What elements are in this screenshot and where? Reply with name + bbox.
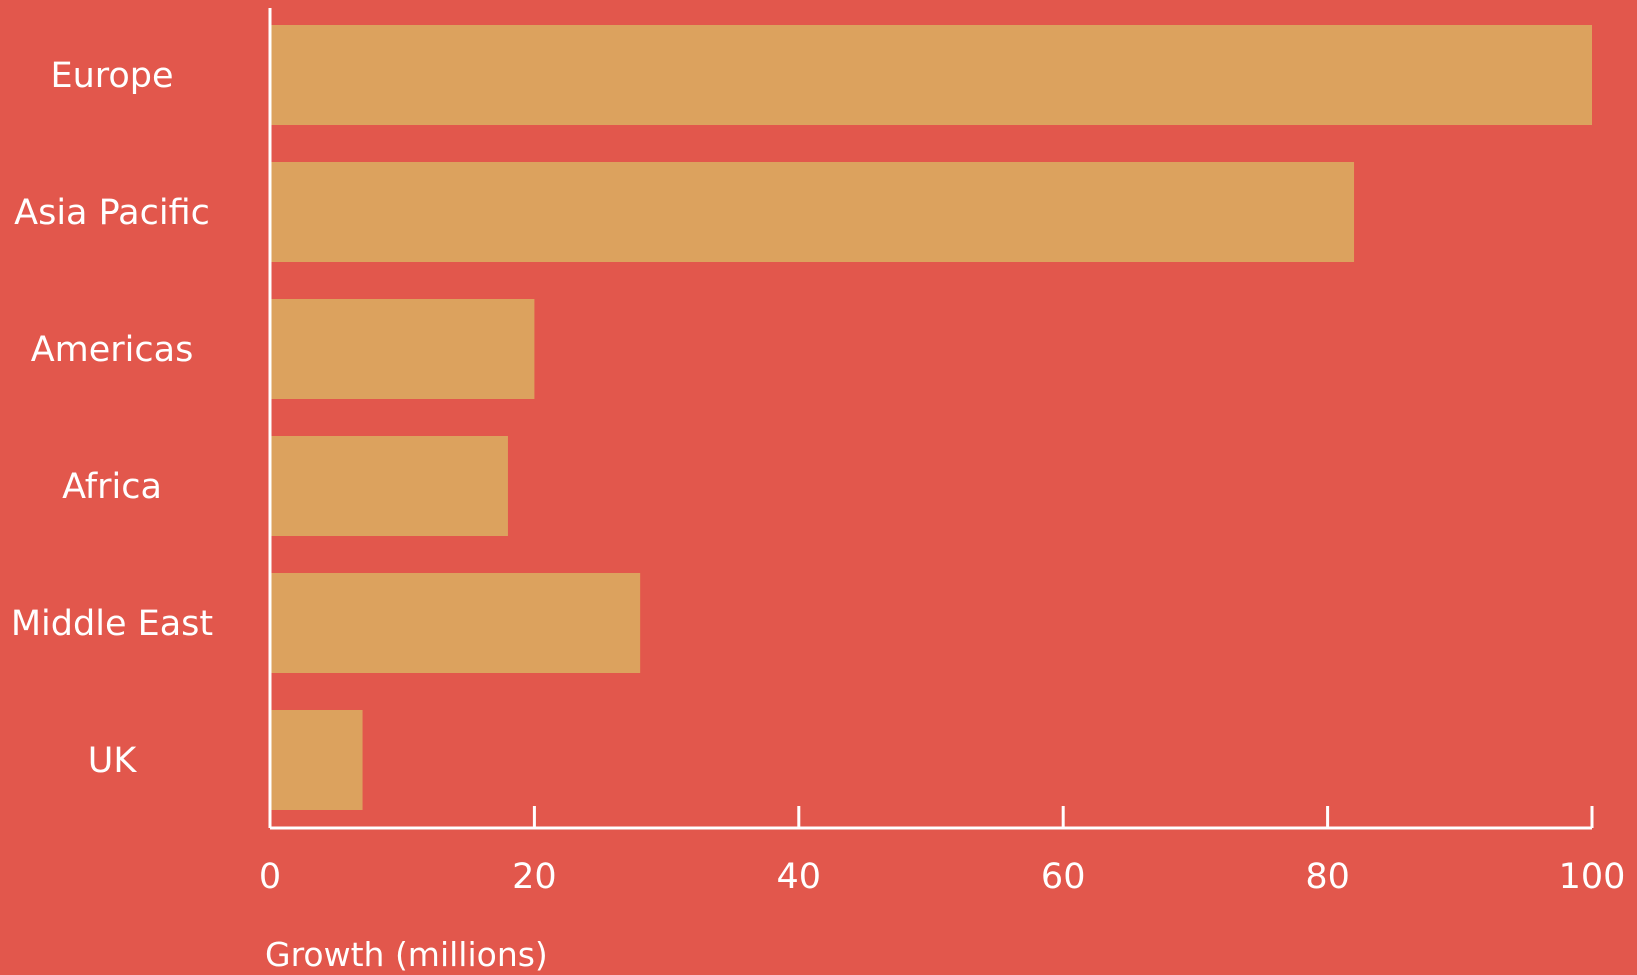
bar-africa xyxy=(270,436,508,536)
bars-group xyxy=(270,25,1592,810)
x-tick-label: 40 xyxy=(777,857,822,897)
x-tick-label: 0 xyxy=(259,857,281,897)
bar-americas xyxy=(270,299,535,399)
category-label: Europe xyxy=(50,56,173,96)
x-tick-label: 60 xyxy=(1041,857,1086,897)
x-axis-title: Growth (millions) xyxy=(265,935,548,974)
category-label: Middle East xyxy=(11,604,213,644)
bar-uk xyxy=(270,710,363,810)
x-tick-label: 100 xyxy=(1559,857,1626,897)
category-label: Americas xyxy=(31,330,194,370)
x-tick-label: 80 xyxy=(1305,857,1350,897)
category-labels: Europe Asia Pacific Americas Africa Middle E… xyxy=(11,56,213,781)
x-tick-label: 20 xyxy=(512,857,557,897)
bar-asia-pacific xyxy=(270,162,1355,262)
category-label: Asia Pacific xyxy=(14,193,210,233)
bar-europe xyxy=(270,25,1592,125)
bar-middle-east xyxy=(270,573,641,673)
x-axis-ticks: 0 20 40 60 80 100 xyxy=(259,806,1626,897)
category-label: UK xyxy=(88,741,138,781)
category-label: Africa xyxy=(62,467,162,507)
